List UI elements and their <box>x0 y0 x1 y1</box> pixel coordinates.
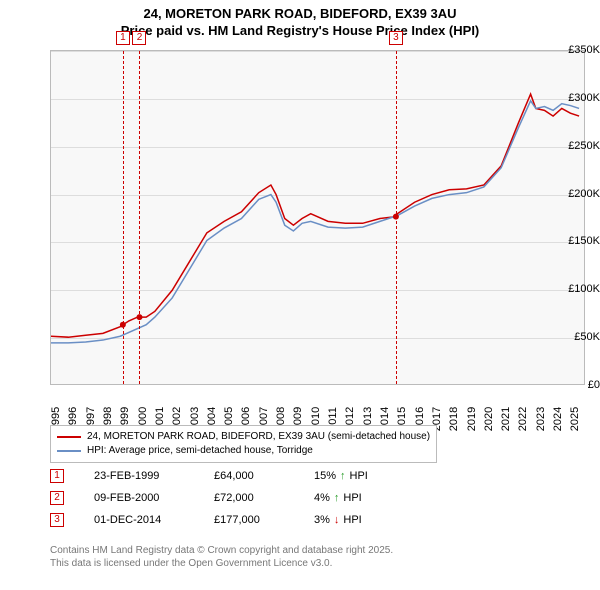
x-tick-label: 2025 <box>569 407 600 431</box>
annot-row-1: 1 23-FEB-1999 £64,000 15% ↑ HPI <box>50 465 368 487</box>
annot-date: 09-FEB-2000 <box>94 492 184 504</box>
legend-item: HPI: Average price, semi-detached house,… <box>57 444 430 458</box>
legend-swatch <box>57 450 81 452</box>
attribution-line1: Contains HM Land Registry data © Crown c… <box>50 544 393 557</box>
marker-box-2: 2 <box>132 31 146 45</box>
annot-suffix: HPI <box>343 514 361 526</box>
annot-num: 2 <box>50 491 64 505</box>
series-hpi <box>51 101 579 343</box>
marker-line-3 <box>396 51 397 384</box>
annotations-table: 123-FEB-1999£64,00015%↑HPI209-FEB-2000£7… <box>50 465 368 531</box>
y-tick-label: £350K <box>554 44 600 56</box>
attribution-line2: This data is licensed under the Open Gov… <box>50 557 393 570</box>
annot-num: 3 <box>50 513 64 527</box>
legend-label: HPI: Average price, semi-detached house,… <box>87 444 313 458</box>
attribution-text: Contains HM Land Registry data © Crown c… <box>50 544 393 570</box>
legend-label: 24, MORETON PARK ROAD, BIDEFORD, EX39 3A… <box>87 430 430 444</box>
annot-date: 01-DEC-2014 <box>94 514 184 526</box>
annot-num: 1 <box>50 469 64 483</box>
figure-container: 24, MORETON PARK ROAD, BIDEFORD, EX39 3A… <box>0 0 600 590</box>
arrow-icon: ↑ <box>334 492 340 504</box>
annot-price: £72,000 <box>214 492 284 504</box>
chart-svg <box>51 51 586 386</box>
legend-item: 24, MORETON PARK ROAD, BIDEFORD, EX39 3A… <box>57 430 430 444</box>
arrow-icon: ↓ <box>334 514 340 526</box>
annot-row-2: 2 09-FEB-2000 £72,000 4% ↑HPI <box>50 487 368 509</box>
annot-price: £177,000 <box>214 514 284 526</box>
annot-pct-value: 15% <box>314 470 336 482</box>
marker-box-1: 1 <box>116 31 130 45</box>
plot-area: 123 <box>50 50 585 385</box>
legend: 24, MORETON PARK ROAD, BIDEFORD, EX39 3A… <box>50 425 437 463</box>
annot-suffix: HPI <box>343 492 361 504</box>
annot-row-3: 3 01-DEC-2014 £177,000 3% ↓HPI <box>50 509 368 531</box>
series-property <box>51 94 579 337</box>
y-tick-label: £0 <box>554 379 600 391</box>
y-tick-label: £50K <box>554 331 600 343</box>
y-tick-label: £300K <box>554 92 600 104</box>
marker-line-2 <box>139 51 140 384</box>
annot-pct-value: 4% <box>314 492 330 504</box>
annot-date: 23-FEB-1999 <box>94 470 184 482</box>
y-tick-label: £200K <box>554 188 600 200</box>
annot-pct: 4% ↑HPI <box>314 492 362 504</box>
legend-swatch <box>57 436 81 438</box>
y-tick-label: £250K <box>554 140 600 152</box>
annot-pct: 15% ↑ HPI <box>314 470 368 482</box>
annot-suffix: HPI <box>350 470 368 482</box>
y-tick-label: £100K <box>554 283 600 295</box>
annot-pct: 3% ↓HPI <box>314 514 362 526</box>
annot-pct-value: 3% <box>314 514 330 526</box>
y-tick-label: £150K <box>554 235 600 247</box>
marker-line-1 <box>123 51 124 384</box>
marker-box-3: 3 <box>389 31 403 45</box>
annot-price: £64,000 <box>214 470 284 482</box>
arrow-icon: ↑ <box>340 470 346 482</box>
